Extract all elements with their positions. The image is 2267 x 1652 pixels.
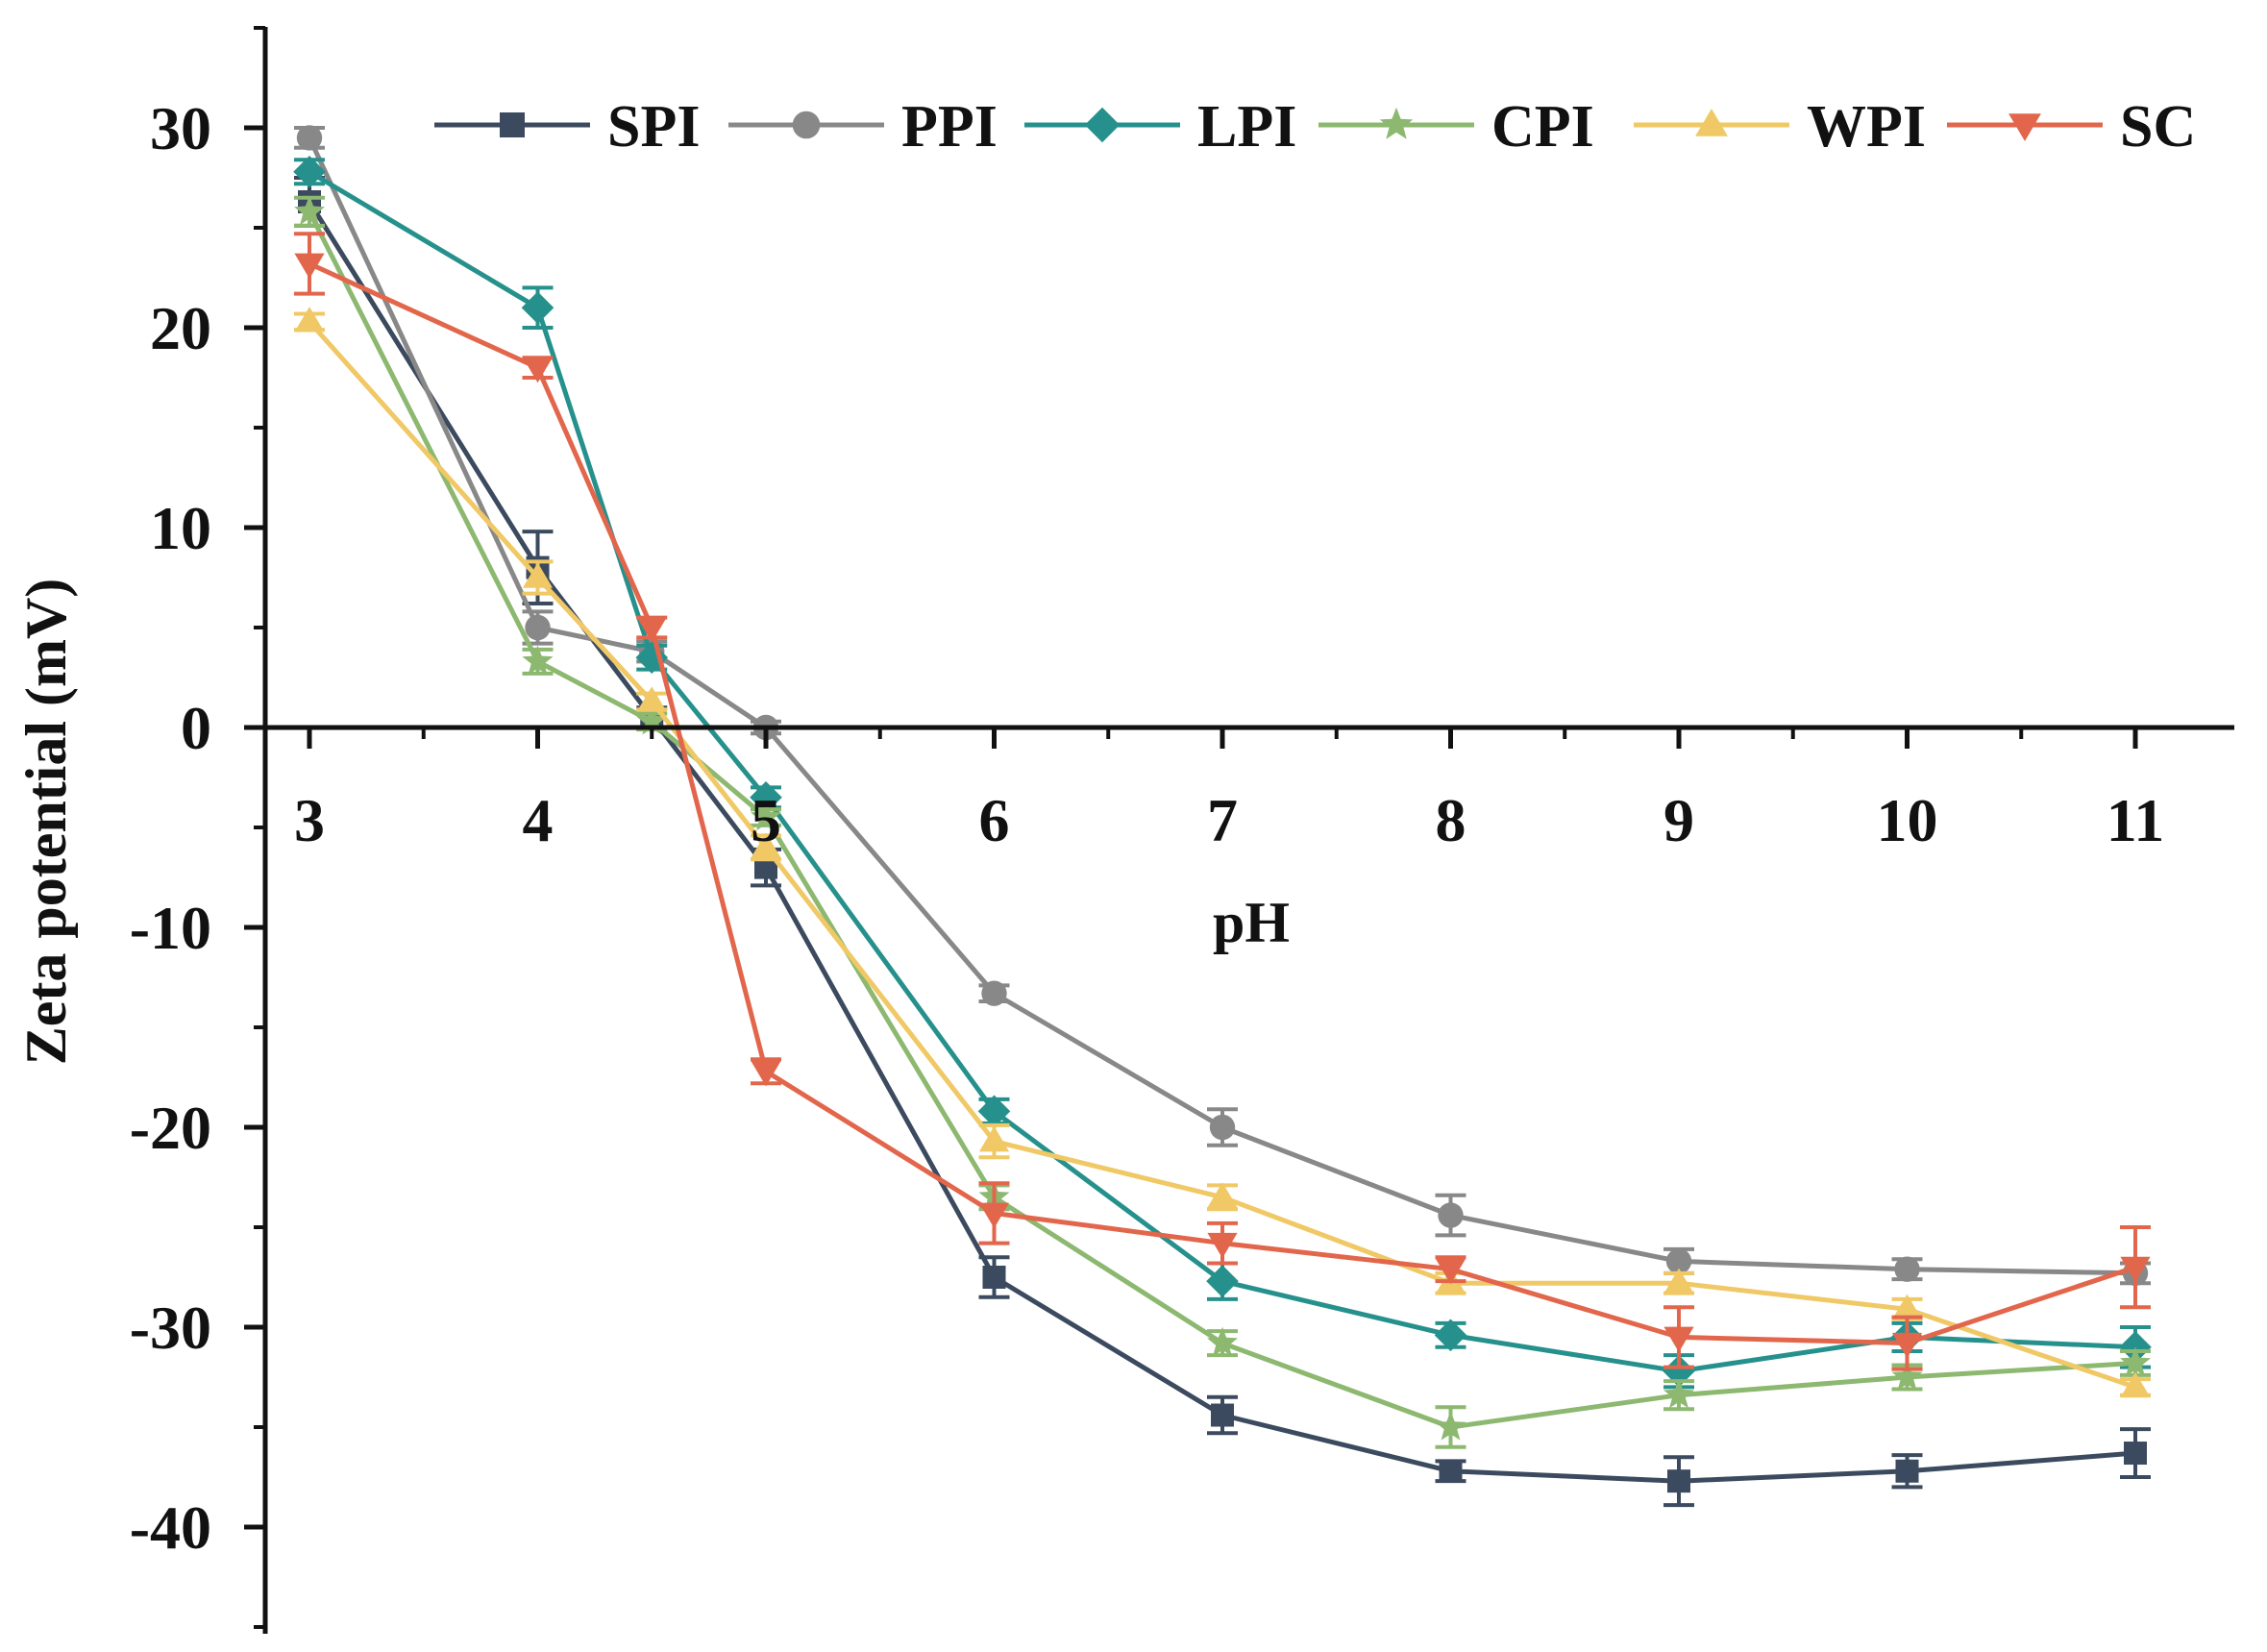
data-point-wpi [636, 686, 667, 712]
x-ticks: 3 4 5 6 7 8 9 10 11 [294, 727, 2164, 854]
legend-entry-cpi: CPI [1318, 94, 1594, 160]
data-point-lpi [1206, 1265, 1239, 1297]
data-point-cpi [2120, 1346, 2151, 1376]
legend-entry-wpi: WPI [1634, 94, 1926, 160]
series-layer [293, 125, 2152, 1508]
data-point-wpi [2120, 1371, 2151, 1398]
data-point-sc [2120, 1256, 2151, 1283]
x-tick-label: 11 [2107, 786, 2164, 854]
series-ppi [294, 125, 2151, 1287]
series-line-wpi [308, 320, 2136, 1390]
data-point-sc [1207, 1232, 1238, 1259]
y-tick-label: -10 [130, 894, 211, 962]
data-point-cpi [751, 801, 781, 831]
data-point-lpi [521, 291, 554, 324]
data-point-wpi [1207, 1182, 1238, 1208]
data-point-ppi [1438, 1202, 1464, 1228]
x-tick-label: 7 [1207, 786, 1238, 854]
legend-entry-lpi: LPI [1024, 94, 1296, 160]
x-tick-label: 8 [1436, 786, 1466, 854]
data-point-ppi [296, 125, 323, 151]
data-point-spi [1439, 1459, 1463, 1483]
data-point-sc [751, 1060, 781, 1087]
data-point-cpi [1891, 1361, 1923, 1391]
data-point-ppi [1665, 1248, 1692, 1274]
data-point-lpi [1434, 1319, 1467, 1352]
y-tick-label: -20 [130, 1094, 211, 1162]
data-point-cpi [636, 705, 668, 735]
x-axis-title: pH [1213, 891, 1290, 954]
data-point-ppi [1894, 1256, 1920, 1282]
legend-label-cpi: CPI [1491, 94, 1594, 160]
series-line-lpi [308, 169, 2136, 1374]
y-ticks: 30 20 10 0 -10 -20 -30 -40 [130, 26, 265, 1629]
y-tick-label: 0 [181, 694, 211, 762]
legend-marker-sc [2008, 113, 2041, 141]
legend-label-sc: SC [2120, 94, 2196, 160]
legend-entry-ppi: PPI [728, 94, 998, 160]
series-line-ppi [307, 136, 2136, 1276]
data-point-wpi [751, 832, 781, 858]
data-point-ppi [981, 980, 1007, 1006]
y-tick-label: 20 [150, 294, 211, 362]
legend-label-wpi: WPI [1807, 94, 1926, 160]
legend-marker-spi [500, 112, 525, 137]
legend-marker-cpi [1379, 107, 1414, 139]
x-tick-label: 5 [751, 786, 781, 854]
data-point-wpi [522, 562, 554, 588]
x-tick-label: 4 [523, 786, 554, 854]
data-point-sc [978, 1202, 1010, 1229]
x-tick-label: 3 [294, 786, 325, 854]
series-sc [294, 232, 2151, 1371]
data-point-sc [294, 253, 325, 280]
data-point-lpi [977, 1095, 1011, 1128]
data-point-lpi [293, 155, 326, 188]
y-tick-label: 30 [150, 94, 211, 162]
legend-marker-lpi [1084, 107, 1121, 143]
y-tick-label: -30 [130, 1294, 211, 1362]
data-point-spi [2124, 1442, 2147, 1466]
y-axis-title: Zeta potential (mV) [14, 579, 78, 1066]
legend-entry-spi: SPI [434, 94, 700, 160]
series-line-cpi [307, 210, 2136, 1430]
legend-label-ppi: PPI [901, 94, 998, 160]
data-point-wpi [1891, 1294, 1923, 1320]
legend-marker-wpi [1695, 109, 1728, 136]
y-tick-label: -40 [130, 1493, 211, 1562]
data-point-lpi [750, 781, 782, 814]
y-tick-label: 10 [150, 494, 211, 562]
data-point-sc [1435, 1258, 1466, 1285]
x-tick-label: 10 [1877, 786, 1938, 854]
data-point-cpi [294, 195, 325, 225]
data-point-spi [1211, 1403, 1234, 1427]
data-point-cpi [1207, 1326, 1238, 1357]
legend-label-lpi: LPI [1197, 94, 1296, 160]
data-point-cpi [1663, 1378, 1694, 1409]
data-point-spi [1895, 1459, 1919, 1483]
series-line-sc [308, 261, 2136, 1346]
legend: SPI PPI LPI CPI WPI SC [434, 94, 2196, 160]
data-point-wpi [978, 1125, 1010, 1152]
data-point-ppi [525, 614, 551, 641]
data-point-wpi [1663, 1268, 1694, 1294]
data-point-spi [1667, 1469, 1690, 1493]
data-point-cpi [522, 645, 554, 675]
data-point-sc [636, 617, 667, 643]
axes-layer: 30 20 10 0 -10 -20 -30 -40 3 4 5 6 7 8 9 10 11 pH Zeta … [14, 26, 2234, 1634]
legend-entry-sc: SC [1947, 94, 2196, 160]
x-tick-label: 9 [1663, 786, 1694, 854]
data-point-sc [1663, 1326, 1694, 1352]
data-point-cpi [1435, 1411, 1466, 1441]
data-point-sc [1891, 1332, 1923, 1359]
data-point-spi [982, 1266, 1006, 1289]
data-point-wpi [294, 307, 325, 333]
x-tick-label: 6 [979, 786, 1010, 854]
legend-label-spi: SPI [607, 94, 700, 160]
data-point-sc [522, 357, 554, 383]
data-point-ppi [1209, 1114, 1236, 1141]
legend-marker-ppi [792, 111, 821, 139]
